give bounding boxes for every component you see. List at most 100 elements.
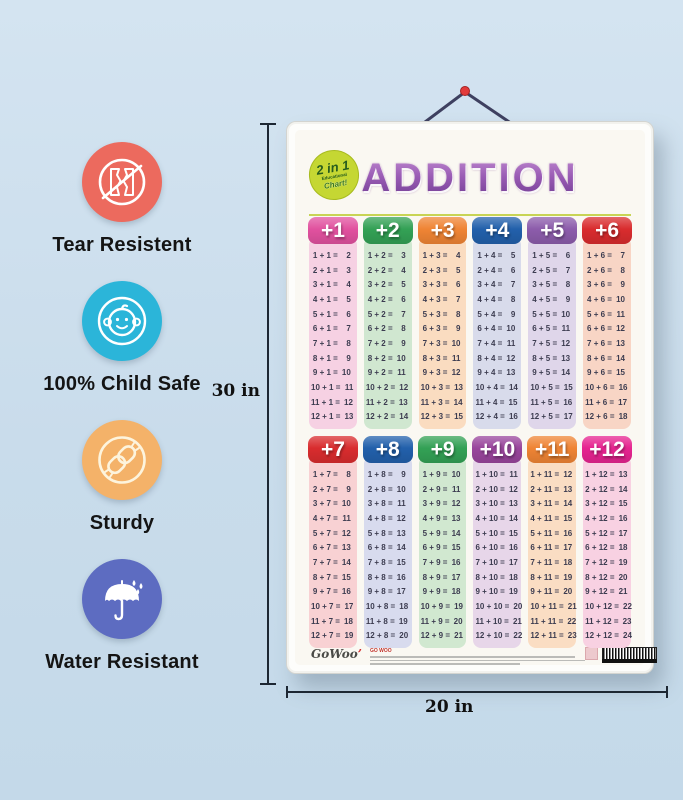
addition-cell: 5 + 7 = 12	[312, 528, 351, 538]
addition-cell: 10 + 8 = 18	[365, 602, 409, 612]
addition-cell: 7 + 1 = 8	[312, 338, 351, 348]
addition-cell: 7 + 9 = 16	[422, 557, 461, 567]
addition-cell: 5 + 4 = 9	[477, 309, 516, 319]
column-body: 1 + 10 = 11 2 + 10 = 12 3 + 10 = 13 4 + 10 = 14…	[473, 456, 523, 649]
addition-cell: 2 + 11 = 13	[530, 484, 573, 494]
addition-cell: 4 + 6 = 10	[587, 294, 625, 304]
poster-footer: GoWoo’ GO WOO	[311, 647, 657, 673]
addition-cell: 10 + 12 = 22	[585, 602, 632, 612]
addition-column: +12 1 + 12 = 13 2 + 12 = 14 3 + 12 = 15 4 + 12 …	[582, 436, 632, 649]
addition-cell: 8 + 6 = 14	[587, 353, 625, 363]
addition-cell: 6 + 11 = 17	[530, 543, 573, 553]
addition-cell: 10 + 9 = 19	[420, 602, 464, 612]
addition-cell: 12 + 12 = 24	[585, 631, 632, 641]
addition-cell: 12 + 11 = 23	[530, 631, 577, 641]
addition-cell: 9 + 8 = 17	[367, 587, 406, 597]
title-underline	[309, 214, 631, 216]
addition-cell: 2 + 5 = 7	[532, 265, 571, 275]
addition-cell: 11 + 10 = 21	[475, 616, 522, 626]
addition-cell: 8 + 10 = 18	[475, 572, 518, 582]
addition-cell: 5 + 8 = 13	[367, 528, 406, 538]
addition-cell: 10 + 11 = 21	[530, 602, 577, 612]
addition-column: +11 1 + 11 = 12 2 + 11 = 13 3 + 11 = 14 4 + 11 …	[527, 436, 578, 649]
addition-cell: 12 + 3 = 15	[420, 412, 464, 422]
addition-cell: 9 + 5 = 14	[532, 368, 571, 378]
addition-cell: 11 + 7 = 18	[311, 616, 353, 626]
column-header: +8	[362, 436, 413, 463]
addition-cell: 1 + 5 = 6	[532, 250, 571, 260]
addition-cell: 5 + 10 = 15	[475, 528, 518, 538]
fine-print: GO WOO	[369, 647, 585, 665]
addition-cell: 12 + 7 = 19	[311, 631, 354, 641]
barcode-icon	[601, 647, 657, 663]
addition-cell: 5 + 2 = 7	[367, 309, 406, 319]
addition-cell: 5 + 5 = 10	[532, 309, 571, 319]
addition-cell: 10 + 1 = 11	[311, 383, 354, 393]
barcode-area	[584, 647, 657, 663]
addition-cell: 4 + 8 = 12	[367, 513, 406, 523]
feature-water-resistant: Water Resistant	[22, 559, 222, 674]
addition-cell: 2 + 10 = 12	[475, 484, 518, 494]
addition-cell: 9 + 4 = 13	[477, 368, 516, 378]
addition-cell: 8 + 5 = 13	[532, 353, 571, 363]
addition-cell: 11 + 8 = 19	[365, 616, 408, 626]
addition-cell: 9 + 2 = 11	[367, 368, 406, 378]
addition-cell: 11 + 2 = 13	[365, 397, 408, 407]
addition-column: +9 1 + 9 = 10 2 + 9 = 11 3 + 9 = 12 4 + 9 = 13 5 …	[417, 436, 468, 649]
addition-cell: 8 + 3 = 11	[422, 353, 461, 363]
fine-print-line	[369, 656, 575, 658]
feature-child-safe: 100% Child Safe	[22, 281, 222, 396]
column-header: +1	[308, 217, 358, 244]
addition-cell: 9 + 10 = 19	[475, 587, 518, 597]
no-tear-icon	[82, 142, 162, 222]
addition-cell: 6 + 5 = 11	[532, 324, 571, 334]
addition-cell: 10 + 5 = 15	[530, 383, 573, 393]
addition-grid-bottom: +7 1 + 7 = 8 2 + 7 = 9 3 + 7 = 10 4 + 7 = 11 5 + …	[308, 436, 632, 649]
addition-grid-top: +1 1 + 1 = 2 2 + 1 = 3 3 + 1 = 4 4 + 1 = 5 5 + 1 …	[308, 217, 632, 430]
addition-cell: 3 + 9 = 12	[422, 499, 461, 509]
poster-title: ADDITION	[295, 156, 645, 201]
addition-cell: 2 + 2 = 4	[367, 265, 406, 275]
addition-cell: 1 + 3 = 4	[422, 250, 461, 260]
chain-link-icon	[82, 420, 162, 500]
addition-cell: 3 + 8 = 11	[367, 499, 406, 509]
addition-cell: 1 + 2 = 3	[367, 250, 406, 260]
addition-cell: 6 + 6 = 12	[587, 324, 625, 334]
addition-column: +5 1 + 5 = 6 2 + 5 = 7 3 + 5 = 8 4 + 5 = 9 5 + 5 …	[527, 217, 578, 430]
addition-column: +6 1 + 6 = 7 2 + 6 = 8 3 + 6 = 9 4 + 6 = 10 5 + 6…	[582, 217, 632, 430]
addition-cell: 10 + 10 = 20	[475, 602, 523, 612]
addition-cell: 11 + 11 = 22	[530, 616, 577, 626]
addition-cell: 11 + 3 = 14	[420, 397, 463, 407]
addition-column: +1 1 + 1 = 2 2 + 1 = 3 3 + 1 = 4 4 + 1 = 5 5 + 1 …	[308, 217, 358, 430]
width-dimension-line	[286, 686, 668, 698]
gowoo-logo: GoWoo’	[311, 647, 362, 661]
column-header: +4	[472, 217, 523, 244]
addition-cell: 3 + 1 = 4	[312, 280, 351, 290]
addition-cell: 4 + 3 = 7	[422, 294, 461, 304]
logo-swoosh-icon: ’	[357, 647, 362, 661]
addition-cell: 5 + 12 = 17	[585, 528, 628, 538]
addition-cell: 2 + 3 = 5	[422, 265, 461, 275]
addition-cell: 11 + 4 = 15	[475, 397, 518, 407]
chart-inner: 2 in 1 Educational Chart! ADDITION +11 +…	[295, 130, 657, 665]
column-body: 1 + 9 = 10 2 + 9 = 11 3 + 9 = 12 4 + 9 = 13 5 + …	[418, 456, 467, 649]
feature-label: 100% Child Safe	[43, 373, 201, 395]
addition-cell: 5 + 9 = 14	[422, 528, 461, 538]
column-header: +12	[582, 436, 632, 463]
addition-cell: 11 + 1 = 12	[311, 397, 353, 407]
column-body: 1 + 7 = 8 2 + 7 = 9 3 + 7 = 10 4 + 7 = 11 5 + 7 …	[309, 456, 357, 649]
addition-cell: 8 + 7 = 15	[312, 572, 351, 582]
publisher-line: GO WOO	[369, 648, 392, 654]
addition-cell: 10 + 4 = 14	[475, 383, 518, 393]
addition-cell: 3 + 12 = 15	[585, 499, 628, 509]
addition-cell: 3 + 7 = 10	[312, 499, 351, 509]
addition-cell: 12 + 4 = 16	[475, 412, 518, 422]
addition-cell: 9 + 1 = 10	[312, 368, 351, 378]
addition-cell: 4 + 12 = 16	[585, 513, 628, 523]
addition-cell: 6 + 12 = 18	[585, 543, 628, 553]
addition-column: +2 1 + 2 = 3 2 + 2 = 4 3 + 2 = 5 4 + 2 = 6 5 + 2 …	[362, 217, 413, 430]
addition-cell: 2 + 12 = 14	[585, 484, 628, 494]
addition-cell: 1 + 1 = 2	[312, 250, 351, 260]
addition-cell: 12 + 9 = 21	[420, 631, 464, 641]
addition-cell: 9 + 3 = 12	[422, 368, 461, 378]
